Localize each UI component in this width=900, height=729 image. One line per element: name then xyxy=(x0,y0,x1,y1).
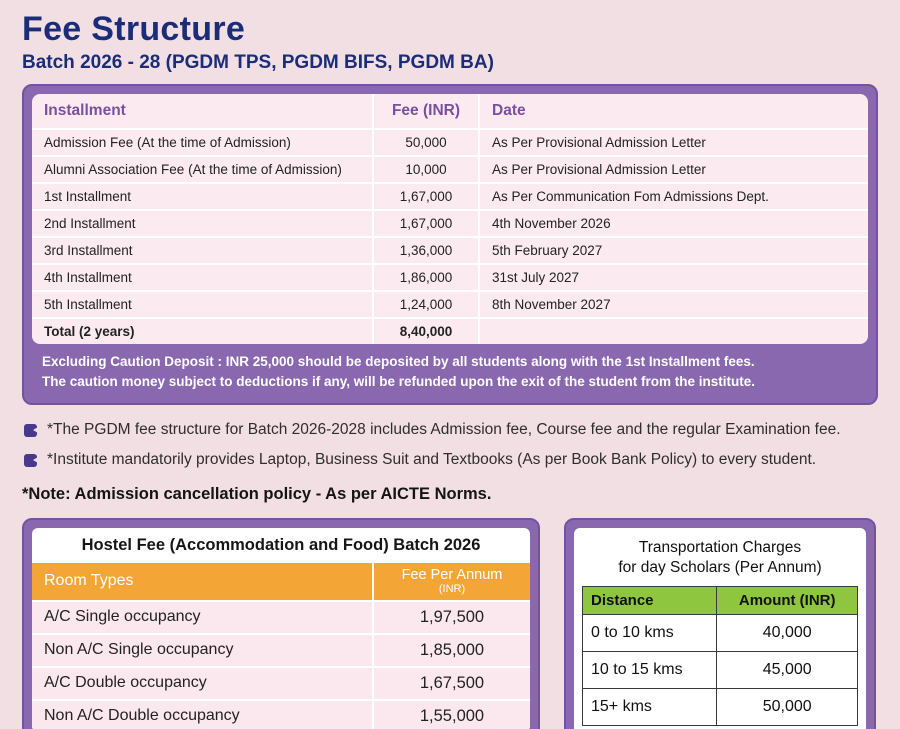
distance-cell: 15+ kms xyxy=(581,687,718,726)
distance-cell: 10 to 15 kms xyxy=(581,650,718,689)
fee-cell: 1,86,000 xyxy=(372,265,480,290)
header-distance: Distance xyxy=(581,585,718,615)
fee-cell: 1,36,000 xyxy=(372,238,480,263)
fee-cell: 1,67,000 xyxy=(372,184,480,209)
bullet-icon xyxy=(24,453,38,467)
installment-cell: 1st Installment xyxy=(44,189,132,204)
transport-header-row: Distance Amount (INR) xyxy=(581,585,858,615)
date-cell: 31st July 2027 xyxy=(492,270,580,285)
date-cell: 5th February 2027 xyxy=(492,243,603,258)
table-row: A/C Single occupancy 1,97,500 xyxy=(32,599,530,633)
note-row: *The PGDM fee structure for Batch 2026-2… xyxy=(22,421,878,439)
note-text: *The PGDM fee structure for Batch 2026-2… xyxy=(47,420,841,438)
hostel-fee-table-container: Hostel Fee (Accommodation and Food) Batc… xyxy=(22,517,540,729)
amount-cell: 50,000 xyxy=(716,687,858,726)
table-row: 2nd Installment 1,67,000 4th November 20… xyxy=(32,209,868,236)
room-type-cell: A/C Single occupancy xyxy=(44,607,201,625)
page-subtitle: Batch 2026 - 28 (PGDM TPS, PGDM BIFS, PG… xyxy=(22,52,494,73)
room-fee-cell: 1,97,500 xyxy=(372,601,530,633)
hostel-header-row: Room Types Fee Per Annum (INR) xyxy=(32,562,530,600)
table-row: Non A/C Single occupancy 1,85,000 xyxy=(32,632,530,666)
installment-cell: 4th Installment xyxy=(44,270,132,285)
table-row: 1st Installment 1,67,000 As Per Communic… xyxy=(32,182,868,209)
fee-table: Installment Fee (INR) Date Admission Fee… xyxy=(32,94,868,344)
total-fee: 8,40,000 xyxy=(372,319,480,344)
table-row: 10 to 15 kms 45,000 xyxy=(581,650,858,689)
room-type-cell: A/C Double occupancy xyxy=(44,673,207,691)
date-cell: 4th November 2026 xyxy=(492,216,611,231)
room-type-cell: Non A/C Double occupancy xyxy=(44,706,240,724)
table-row: Admission Fee (At the time of Admission)… xyxy=(32,128,868,155)
fee-cell: 1,67,000 xyxy=(372,211,480,236)
installment-cell: 5th Installment xyxy=(44,297,132,312)
table-row: 3rd Installment 1,36,000 5th February 20… xyxy=(32,236,868,263)
bullet-icon xyxy=(24,423,38,437)
table-row: Alumni Association Fee (At the time of A… xyxy=(32,155,868,182)
fee-table-container: Installment Fee (INR) Date Admission Fee… xyxy=(22,84,878,405)
fee-table-header-row: Installment Fee (INR) Date xyxy=(32,94,868,128)
installment-cell: Admission Fee (At the time of Admission) xyxy=(44,135,291,150)
transport-table-title: Transportation Charges for day Scholars … xyxy=(582,534,858,586)
transport-title-line1: Transportation Charges xyxy=(638,538,802,556)
table-row: 5th Installment 1,24,000 8th November 20… xyxy=(32,290,868,317)
header-fee-per-annum: Fee Per Annum (INR) xyxy=(372,562,530,600)
transport-charges-table: Transportation Charges for day Scholars … xyxy=(574,527,866,729)
hostel-fee-table: Hostel Fee (Accommodation and Food) Batc… xyxy=(32,527,530,729)
caution-note-line1: Excluding Caution Deposit : INR 25,000 s… xyxy=(42,354,755,369)
page-title: Fee Structure xyxy=(22,10,246,48)
table-row: Non A/C Double occupancy 1,55,000 xyxy=(32,698,530,729)
cancellation-note: *Note: Admission cancellation policy - A… xyxy=(22,484,492,503)
table-row: A/C Double occupancy 1,67,500 xyxy=(32,665,530,699)
room-fee-cell: 1,67,500 xyxy=(372,667,530,699)
hostel-table-title: Hostel Fee (Accommodation and Food) Batc… xyxy=(81,535,481,554)
header-room-types: Room Types xyxy=(44,572,134,590)
note-row: *Institute mandatorily provides Laptop, … xyxy=(22,451,878,469)
distance-cell: 0 to 10 kms xyxy=(581,613,718,652)
header-fee-per-annum-label: Fee Per Annum xyxy=(401,566,503,583)
header-fee-unit: (INR) xyxy=(438,583,466,596)
date-cell: As Per Provisional Admission Letter xyxy=(492,135,706,150)
amount-cell: 45,000 xyxy=(716,650,858,689)
header-fee: Fee (INR) xyxy=(372,94,480,128)
date-cell: 8th November 2027 xyxy=(492,297,611,312)
installment-cell: 3rd Installment xyxy=(44,243,133,258)
note-text: *Institute mandatorily provides Laptop, … xyxy=(47,450,817,468)
table-row: 15+ kms 50,000 xyxy=(581,687,858,726)
amount-cell: 40,000 xyxy=(716,613,858,652)
installment-cell: 2nd Installment xyxy=(44,216,136,231)
notes-section: *The PGDM fee structure for Batch 2026-2… xyxy=(22,421,878,504)
fee-cell: 10,000 xyxy=(372,157,480,182)
room-type-cell: Non A/C Single occupancy xyxy=(44,640,234,658)
bottom-tables: Hostel Fee (Accommodation and Food) Batc… xyxy=(22,517,878,729)
header-date: Date xyxy=(492,102,526,119)
total-date xyxy=(480,319,868,344)
total-label: Total (2 years) xyxy=(44,324,135,339)
installment-cell: Alumni Association Fee (At the time of A… xyxy=(44,162,342,177)
fee-cell: 50,000 xyxy=(372,130,480,155)
date-cell: As Per Communication Fom Admissions Dept… xyxy=(492,189,769,204)
room-fee-cell: 1,55,000 xyxy=(372,700,530,729)
table-row: 0 to 10 kms 40,000 xyxy=(581,613,858,652)
table-row: 4th Installment 1,86,000 31st July 2027 xyxy=(32,263,868,290)
caution-note-line2: The caution money subject to deductions … xyxy=(42,374,756,390)
caution-note: Excluding Caution Deposit : INR 25,000 s… xyxy=(32,344,868,399)
header-installment: Installment xyxy=(44,102,126,119)
transport-charges-table-container: Transportation Charges for day Scholars … xyxy=(564,517,876,729)
fee-cell: 1,24,000 xyxy=(372,292,480,317)
header-amount: Amount (INR) xyxy=(716,585,858,615)
transport-title-line2: for day Scholars (Per Annum) xyxy=(618,558,822,576)
room-fee-cell: 1,85,000 xyxy=(372,634,530,666)
total-row: Total (2 years) 8,40,000 xyxy=(32,317,868,344)
date-cell: As Per Provisional Admission Letter xyxy=(492,162,706,177)
